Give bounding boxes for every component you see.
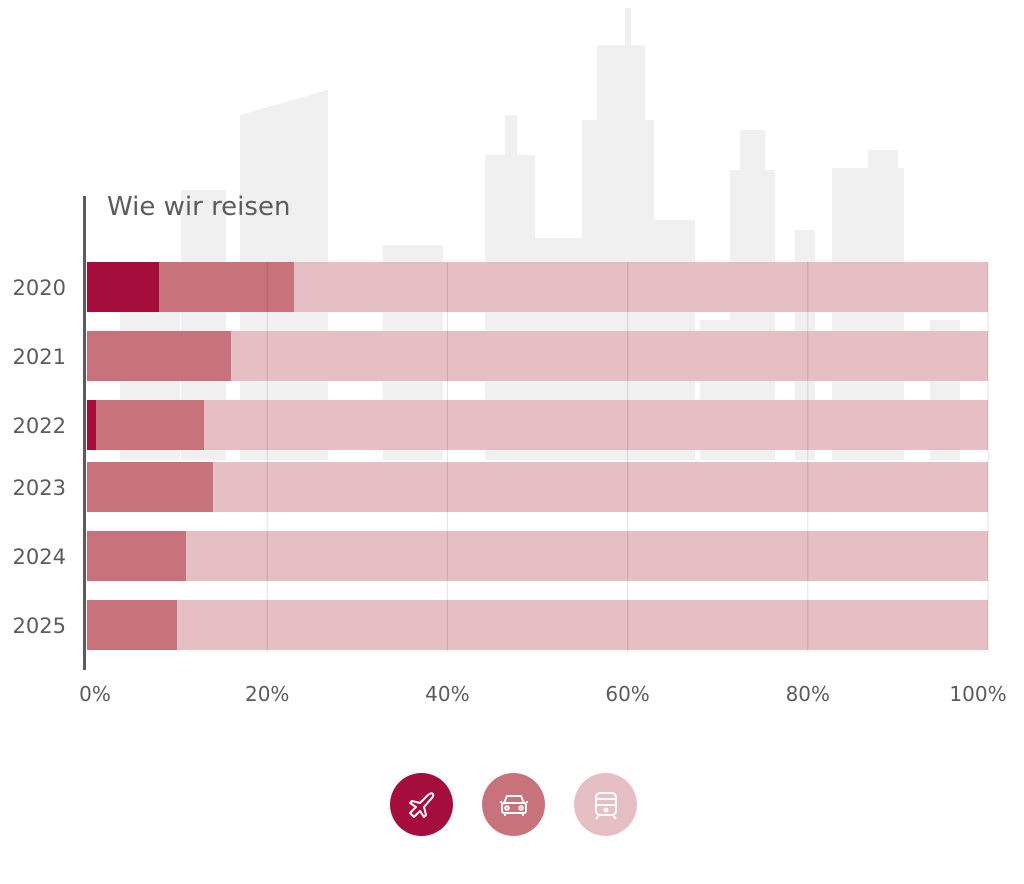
plane-icon [408,791,434,818]
legend-train[interactable] [574,773,637,836]
x-tick-label: 60% [605,682,649,706]
bar-car-2025 [87,600,178,650]
bar-car-2022 [96,400,205,450]
x-tick-label: 20% [245,682,289,706]
y-tick-label: 2023 [13,476,66,500]
legend [390,773,637,836]
bar-car-2020 [159,262,295,312]
x-tick-label: 80% [786,682,830,706]
bar-car-2023 [87,462,214,512]
y-tick-label: 2021 [13,345,66,369]
y-tick-label: 2025 [13,614,66,638]
bar-plane-2020 [87,262,160,312]
x-tick-label: 0% [79,682,111,706]
bar-train-2024 [186,531,989,581]
bar-train-2025 [177,600,989,650]
legend-plane[interactable] [390,773,453,836]
bar-train-2021 [231,331,988,381]
bar-train-2022 [204,400,988,450]
bar-car-2024 [87,531,187,581]
x-tick-label: 100% [949,682,1006,706]
x-tick-label: 40% [425,682,469,706]
legend-car[interactable] [482,773,545,836]
chart-title: Wie wir reisen [107,192,291,222]
bar-train-2023 [213,462,988,512]
y-tick-label: 2022 [13,414,66,438]
bar-plane-2022 [87,400,97,450]
car-icon [499,794,528,816]
y-tick-label: 2024 [13,545,66,569]
bar-train-2020 [294,262,989,312]
bar-car-2021 [87,331,232,381]
train-icon [594,791,617,820]
y-tick-label: 2020 [13,276,66,300]
